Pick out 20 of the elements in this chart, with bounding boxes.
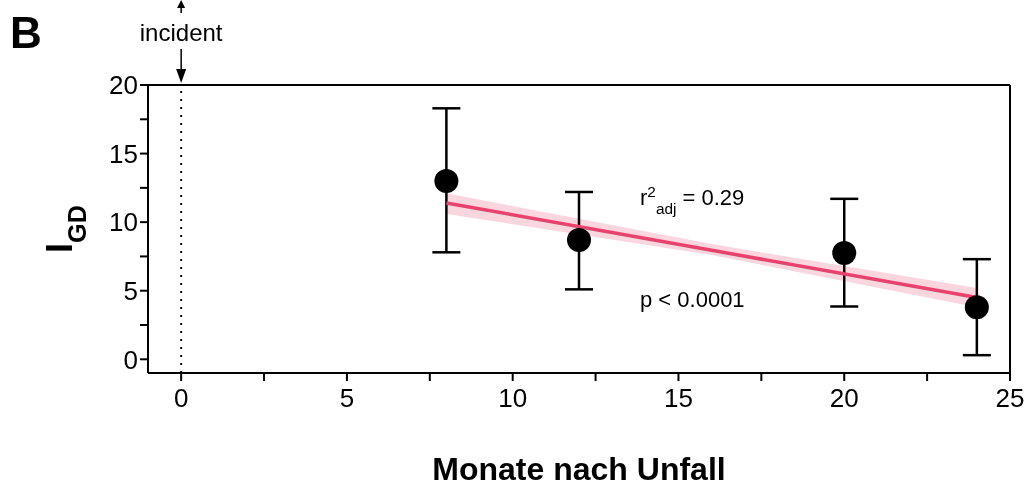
annotation: p < 0.0001: [640, 287, 745, 312]
x-tick-label: 10: [498, 383, 528, 414]
x-axis-title: Monate nach Unfall: [432, 451, 726, 484]
x-tick-label: 25: [995, 383, 1025, 414]
y-tick-label: 5: [123, 275, 138, 306]
y-tick-label: 10: [109, 207, 138, 238]
point: [964, 295, 989, 320]
x-tick-label: 15: [664, 383, 693, 414]
chart-title: B: [10, 8, 42, 57]
point: [434, 169, 459, 193]
x-tick-label: 20: [829, 383, 859, 414]
x-tick-label: 5: [339, 383, 355, 414]
y-tick-label: 15: [109, 138, 138, 169]
annotation: r$^{2}$$_{adj}$ = 0.29: [640, 182, 745, 217]
y-tick-label: 0: [123, 344, 138, 375]
y-tick-label: 20: [109, 70, 138, 101]
ref-line-label: incident: [139, 19, 223, 46]
point: [567, 227, 591, 252]
x-tick-label: 0: [173, 383, 189, 414]
point: [832, 241, 857, 265]
